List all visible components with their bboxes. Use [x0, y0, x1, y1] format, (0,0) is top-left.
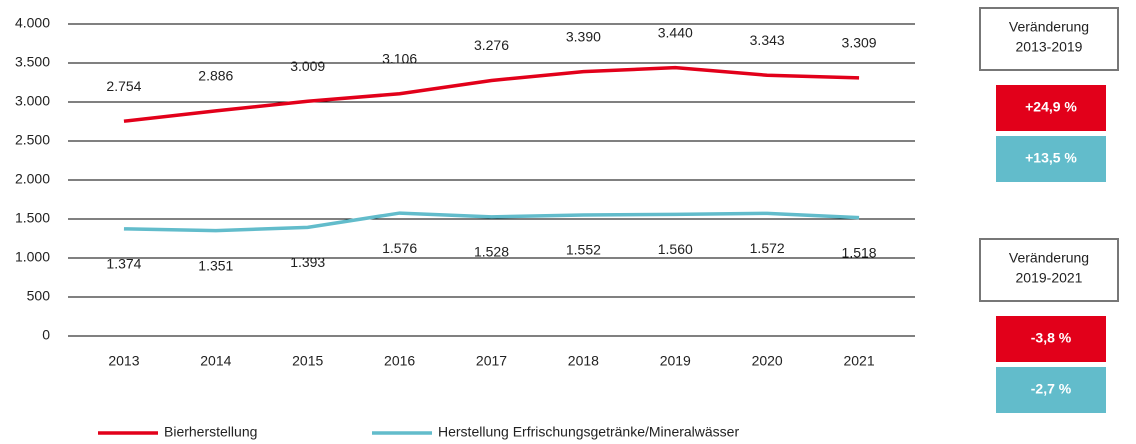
- change-label: -2,7 %: [1031, 381, 1072, 397]
- data-label: 1.552: [566, 242, 601, 258]
- data-label: 1.572: [750, 240, 785, 256]
- data-label: 1.560: [658, 241, 693, 257]
- y-tick-label: 0: [42, 327, 50, 343]
- y-tick-label: 1.500: [15, 210, 50, 226]
- data-label: 2.886: [198, 68, 233, 84]
- data-label: 1.576: [382, 240, 417, 256]
- annotation-box: [979, 7, 1119, 71]
- annotation-title: Veränderung: [1009, 250, 1089, 266]
- y-tick-label: 4.000: [15, 15, 50, 31]
- y-tick-label: 3.500: [15, 54, 50, 70]
- x-tick-label: 2014: [200, 353, 231, 369]
- y-tick-label: 2.500: [15, 132, 50, 148]
- change-chip: [996, 85, 1106, 131]
- y-tick-label: 1.000: [15, 249, 50, 265]
- annotation-title: 2013-2019: [1016, 39, 1083, 55]
- data-label: 1.518: [842, 244, 877, 260]
- series-line: [123, 211, 860, 233]
- change-label: +13,5 %: [1025, 150, 1077, 166]
- data-label: 1.528: [474, 244, 509, 260]
- data-label: 3.009: [290, 58, 325, 74]
- change-chip: [996, 316, 1106, 362]
- change-label: +24,9 %: [1025, 99, 1077, 115]
- y-tick-label: 500: [27, 288, 51, 304]
- legend-label: Herstellung Erfrischungsgetränke/Mineral…: [438, 424, 739, 440]
- annotation-title: Veränderung: [1009, 19, 1089, 35]
- data-label: 3.343: [750, 32, 785, 48]
- annotation-box: [979, 238, 1119, 302]
- data-label: 2.754: [106, 78, 141, 94]
- x-tick-label: 2013: [108, 353, 139, 369]
- data-label: 3.440: [658, 24, 693, 40]
- data-label: 3.276: [474, 37, 509, 53]
- data-label: 1.393: [290, 254, 325, 270]
- data-label: 1.351: [198, 257, 233, 273]
- x-tick-label: 2015: [292, 353, 323, 369]
- series-line: [123, 65, 860, 123]
- data-label: 3.106: [382, 50, 417, 66]
- change-label: -3,8 %: [1031, 330, 1072, 346]
- change-chip: [996, 136, 1106, 182]
- annotation-title: 2019-2021: [1016, 270, 1083, 286]
- x-tick-label: 2018: [568, 353, 599, 369]
- x-tick-label: 2021: [843, 353, 874, 369]
- x-tick-label: 2016: [384, 353, 415, 369]
- change-chip: [996, 367, 1106, 413]
- data-label: 3.309: [842, 35, 877, 51]
- x-tick-label: 2020: [752, 353, 783, 369]
- data-label: 3.390: [566, 28, 601, 44]
- y-tick-label: 3.000: [15, 93, 50, 109]
- data-label: 1.374: [106, 256, 141, 272]
- x-tick-label: 2017: [476, 353, 507, 369]
- y-tick-label: 2.000: [15, 171, 50, 187]
- legend-label: Bierherstellung: [164, 424, 257, 440]
- x-tick-label: 2019: [660, 353, 691, 369]
